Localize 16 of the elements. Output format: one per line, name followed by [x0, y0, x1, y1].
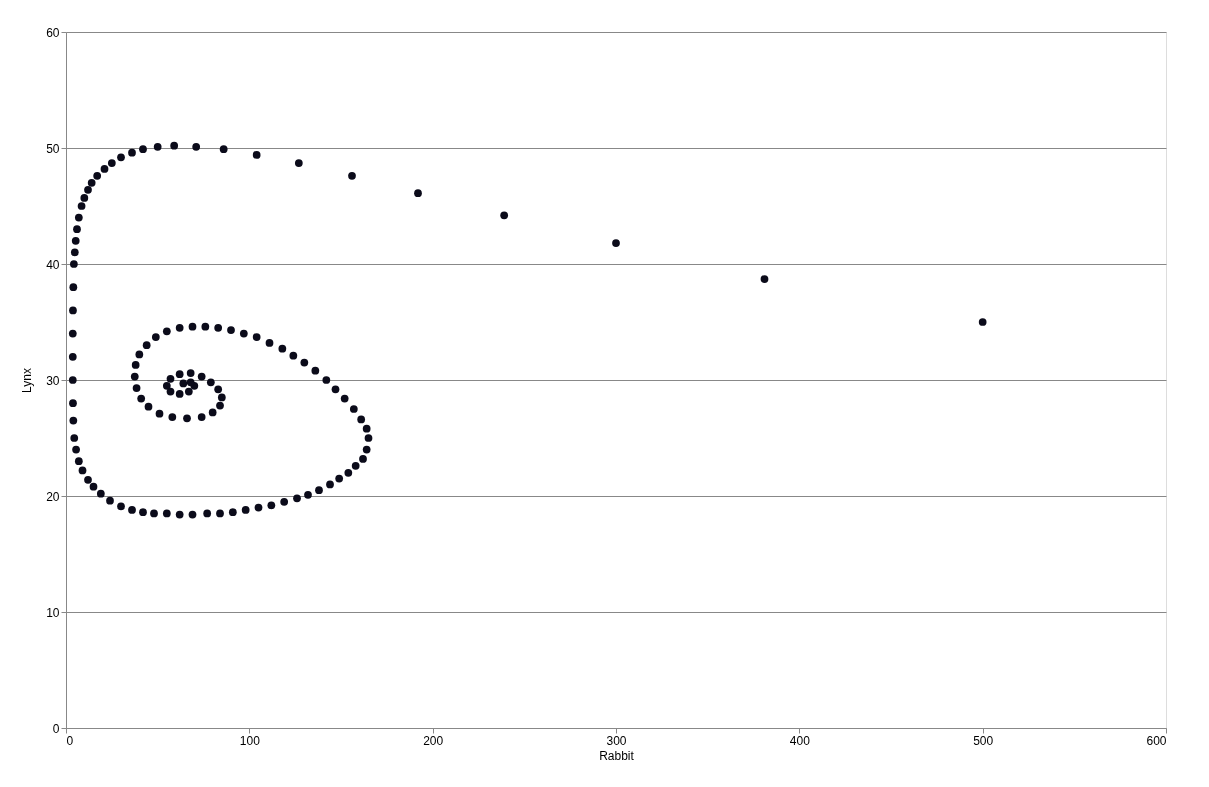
x-tick-label: 500: [973, 733, 994, 748]
y-tick-label: 10: [46, 605, 60, 620]
x-tick-label: 0: [66, 733, 74, 748]
y-tick-label: 30: [46, 373, 60, 388]
x-tick-label: 400: [789, 733, 811, 748]
y-axis-title: Lynx: [20, 368, 35, 393]
y-tick-label: 20: [46, 489, 60, 504]
x-axis-title: Rabbit: [599, 748, 635, 763]
x-tick-label: 300: [606, 733, 627, 748]
x-tick-label: 600: [1146, 733, 1167, 748]
y-tick-label: 0: [52, 721, 60, 736]
x-tick-label: 100: [239, 733, 261, 748]
x-tick-label: 200: [423, 733, 444, 748]
y-tick-label: 40: [46, 257, 60, 272]
y-tick-label: 60: [46, 25, 60, 40]
y-tick-label: 50: [46, 141, 60, 156]
